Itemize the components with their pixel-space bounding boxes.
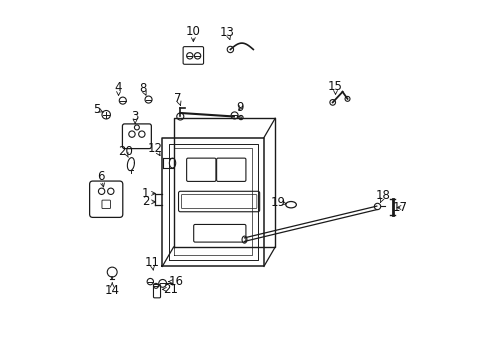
Text: 20: 20 — [118, 145, 132, 158]
Text: 17: 17 — [391, 201, 407, 214]
Text: 9: 9 — [236, 101, 244, 114]
Text: 12: 12 — [148, 142, 163, 155]
Text: 10: 10 — [185, 25, 201, 38]
Text: 19: 19 — [270, 196, 285, 209]
Text: 15: 15 — [327, 80, 342, 93]
Text: 1: 1 — [142, 187, 149, 200]
Text: 14: 14 — [104, 284, 120, 297]
Text: 11: 11 — [144, 256, 159, 269]
Text: 7: 7 — [174, 93, 182, 105]
Text: 13: 13 — [220, 26, 235, 39]
Ellipse shape — [169, 158, 175, 168]
Text: 21: 21 — [163, 283, 178, 296]
Text: 8: 8 — [139, 82, 146, 95]
Text: 16: 16 — [168, 275, 183, 288]
Text: 2: 2 — [142, 195, 149, 208]
Text: 18: 18 — [375, 189, 390, 202]
Text: 6: 6 — [97, 170, 104, 183]
Text: 4: 4 — [115, 81, 122, 94]
Text: 5: 5 — [93, 103, 101, 116]
Text: 3: 3 — [131, 110, 139, 123]
